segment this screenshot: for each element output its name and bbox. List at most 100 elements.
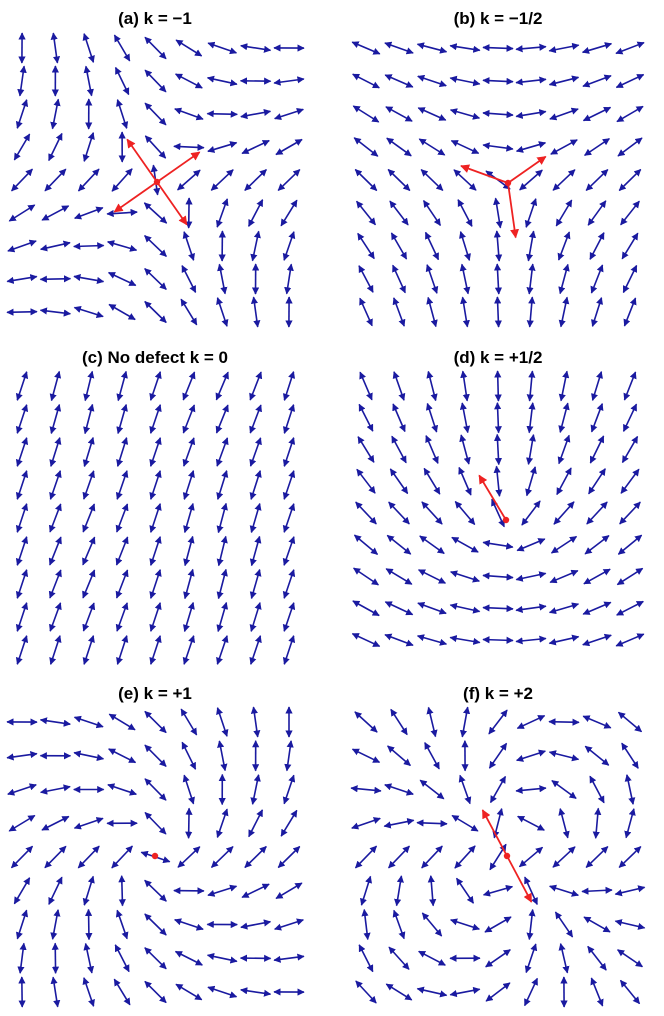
panel-a: (a) k = −1 [6, 9, 305, 328]
director-arrow [459, 706, 471, 738]
panel-b: (b) k = −1/2 [351, 9, 645, 328]
director-arrow [48, 876, 63, 905]
director-arrow [426, 706, 438, 738]
panel-a-director-field [6, 32, 305, 328]
director-arrow [48, 569, 62, 599]
director-arrow [85, 908, 93, 941]
director-arrow [82, 503, 96, 533]
director-arrow [82, 33, 95, 63]
director-arrow [392, 297, 406, 327]
director-arrow [548, 750, 580, 762]
director-arrow [526, 263, 536, 295]
director-arrow [116, 99, 129, 129]
director-arrow [215, 371, 229, 401]
director-arrow [48, 132, 63, 162]
director-arrow [384, 74, 414, 88]
director-arrow [449, 986, 481, 998]
director-arrow [617, 137, 643, 157]
director-arrow [494, 402, 502, 434]
director-arrow [459, 231, 471, 261]
director-arrow [215, 198, 229, 228]
director-arrow [620, 468, 640, 494]
director-arrow [216, 535, 228, 567]
director-arrow [552, 169, 576, 191]
director-arrow [115, 503, 129, 533]
director-arrow [515, 635, 547, 645]
director-arrow [549, 884, 579, 897]
director-arrow [282, 437, 296, 467]
director-arrow [113, 978, 131, 1006]
director-arrow [50, 976, 61, 1008]
director-arrow [277, 169, 301, 191]
director-arrow [624, 808, 636, 839]
director-arrow [11, 168, 33, 192]
director-arrow [144, 913, 167, 936]
director-arrow [282, 371, 296, 401]
director-arrow [383, 818, 415, 829]
director-arrow [354, 711, 378, 733]
director-arrow [450, 918, 480, 931]
director-arrow [182, 437, 196, 467]
director-arrow [73, 306, 104, 318]
director-arrow [621, 232, 639, 260]
director-arrow [177, 169, 201, 191]
director-arrow [6, 274, 38, 284]
defect-ray-arrow [156, 181, 188, 226]
director-arrow [13, 877, 31, 905]
director-arrow [108, 748, 137, 764]
director-arrow [249, 568, 262, 600]
director-arrow [516, 714, 546, 730]
director-arrow [207, 141, 238, 153]
director-arrow [149, 602, 162, 632]
director-arrow [458, 466, 472, 496]
director-arrow [149, 470, 162, 500]
director-arrow [144, 135, 167, 159]
panel-f-title: (f) k = +2 [463, 684, 533, 703]
director-arrow [115, 602, 129, 632]
director-arrow [550, 535, 578, 554]
director-arrow [482, 44, 514, 52]
director-arrow [240, 919, 272, 930]
director-arrow [182, 404, 196, 434]
director-arrow [450, 139, 480, 155]
director-arrow [15, 99, 29, 129]
panel-e-director-field [6, 706, 305, 1008]
director-arrow [615, 73, 645, 89]
director-arrow [552, 846, 576, 868]
director-arrow [240, 108, 272, 120]
director-arrow [15, 371, 29, 401]
director-arrow [484, 916, 512, 933]
director-arrow [616, 105, 644, 123]
director-arrow [416, 986, 448, 998]
director-arrow [517, 815, 545, 831]
director-arrow [518, 846, 544, 868]
director-arrow [144, 980, 167, 1004]
director-arrow [282, 470, 296, 500]
director-arrow [282, 503, 296, 533]
director-arrow [526, 908, 536, 941]
director-arrow [144, 69, 167, 93]
director-arrow [149, 536, 162, 566]
director-arrow [493, 230, 503, 262]
director-arrow [451, 814, 479, 832]
director-arrow [417, 74, 447, 88]
director-arrow [557, 231, 571, 261]
director-arrow [206, 952, 238, 964]
director-arrow [49, 370, 62, 402]
director-arrow [591, 371, 603, 401]
director-arrow [82, 977, 95, 1007]
director-arrow [249, 502, 262, 534]
director-arrow [617, 711, 643, 733]
director-arrow [73, 750, 105, 762]
director-arrow [515, 141, 547, 153]
director-arrow [386, 137, 412, 157]
director-arrow [384, 41, 414, 55]
director-arrow [240, 987, 272, 997]
director-arrow [417, 107, 447, 121]
director-arrow [493, 433, 503, 466]
director-arrow [15, 470, 29, 500]
director-arrow [489, 775, 507, 804]
director-arrow [615, 633, 645, 647]
director-arrow [359, 371, 373, 401]
